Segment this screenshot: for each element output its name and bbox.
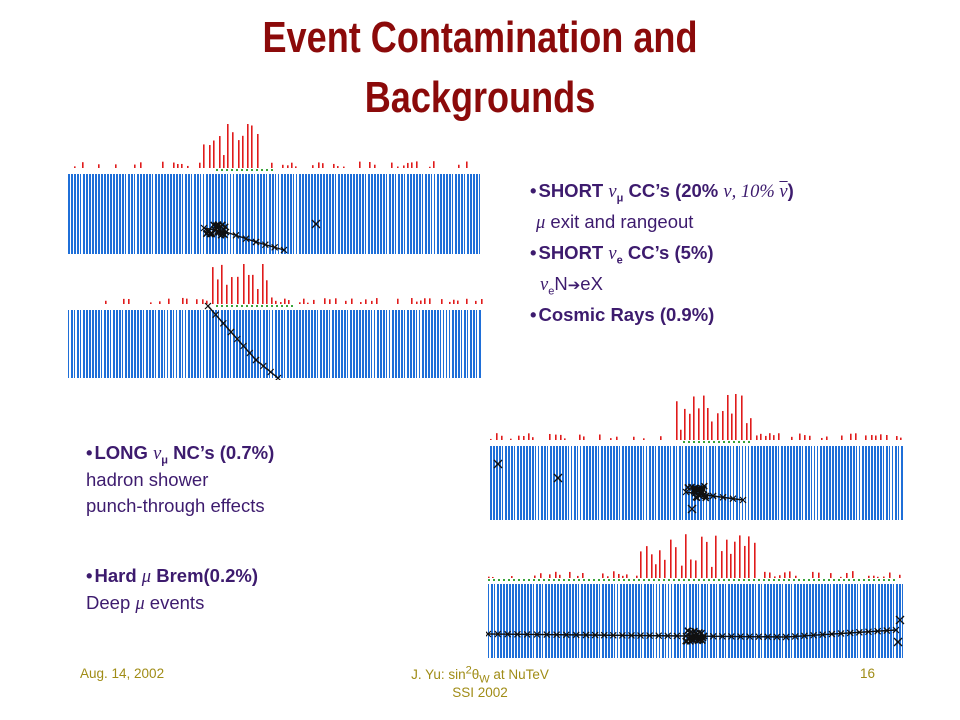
event-display-4-svg bbox=[486, 534, 905, 658]
page-title: Event Contamination and Backgrounds bbox=[86, 8, 873, 128]
title-line-1: Event Contamination and bbox=[262, 13, 698, 62]
event-display-1-svg bbox=[68, 124, 482, 254]
footer-venue: SSI 2002 bbox=[452, 685, 508, 700]
bullet-short-nue-cc: • SHORT νe CC’s (5%) bbox=[530, 242, 714, 267]
footer-page-number: 16 bbox=[860, 666, 876, 681]
event-graphics bbox=[486, 534, 905, 658]
footer-date: Aug. 14, 2002 bbox=[80, 666, 165, 681]
bullet-long-detail-2: punch-through effects bbox=[86, 495, 265, 516]
right-bullet-list: • SHORT νμ CC’s (20% ν, 10% ν) μ exit and… bbox=[530, 176, 950, 329]
bullet-short-numu-detail: μ exit and rangeout bbox=[536, 211, 694, 233]
bullet-long-numu-nc: • LONG νμ NC’s (0.7%) bbox=[86, 442, 275, 467]
bullet-long-detail-1: hadron shower bbox=[86, 469, 209, 490]
event-graphics bbox=[68, 264, 483, 380]
event-display-3-svg bbox=[490, 394, 903, 520]
event-graphics bbox=[68, 124, 482, 254]
title-line-2: Backgrounds bbox=[364, 73, 596, 122]
event-display-3 bbox=[488, 394, 904, 522]
event-display-2-svg bbox=[68, 264, 483, 380]
event-display-4 bbox=[486, 534, 906, 660]
event-display-2 bbox=[66, 264, 484, 380]
bullet-short-nue-detail: νeN➔eX bbox=[540, 273, 603, 298]
event-display-1 bbox=[66, 124, 484, 256]
bullet-short-numu-cc: • SHORT νμ CC’s (20% ν, 10% ν) bbox=[530, 180, 794, 205]
bullet-hard-mu-brem: • Hard μ Brem(0.2%) bbox=[86, 565, 259, 587]
left-bullet-list: • LONG νμ NC’s (0.7%) hadron shower punch… bbox=[86, 440, 446, 617]
bullet-cosmic-rays: • Cosmic Rays (0.9%) bbox=[530, 304, 715, 325]
event-graphics bbox=[490, 394, 903, 520]
footer-author: J. Yu: sin2θW at NuTeV SSI 2002 bbox=[380, 665, 580, 702]
arrow-right-icon: ➔ bbox=[567, 276, 581, 294]
bullet-hard-mu-detail: Deep μ events bbox=[86, 592, 205, 614]
